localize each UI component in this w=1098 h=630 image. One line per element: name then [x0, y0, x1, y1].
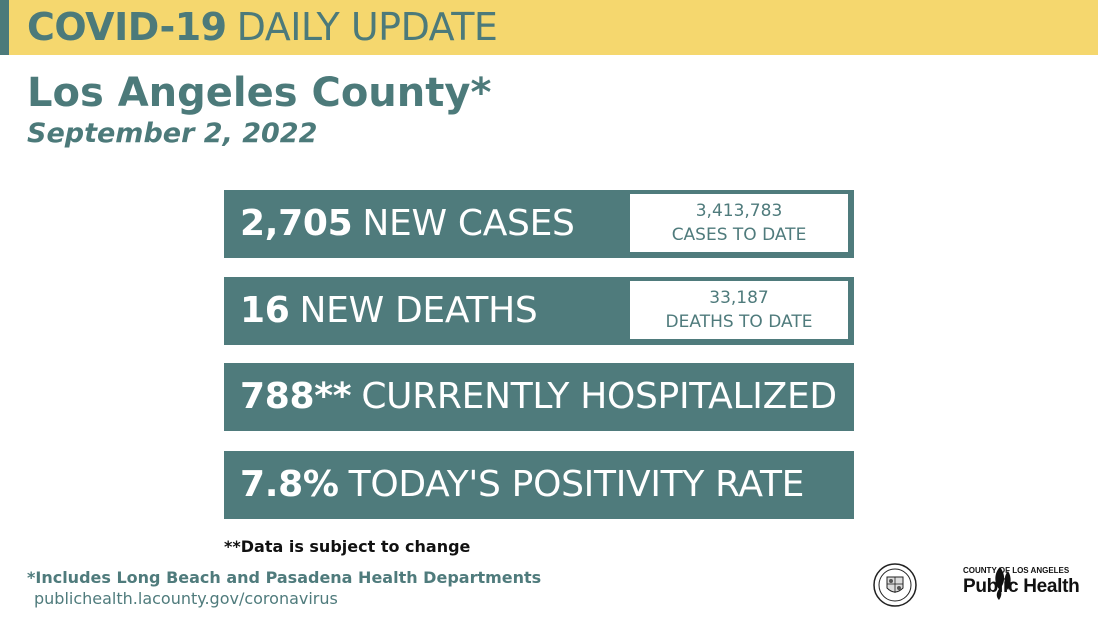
- stat-main: 2,705 NEW CASES: [240, 190, 575, 258]
- title-light: DAILY UPDATE: [236, 5, 498, 49]
- header-banner: [0, 0, 1098, 55]
- stat-label: TODAY'S POSITIVITY RATE: [348, 464, 805, 505]
- stat-new-cases: 2,705 NEW CASES 3,413,783 CASES TO DATE: [224, 190, 854, 258]
- banner-accent: [0, 0, 9, 55]
- stat-value: 16: [240, 290, 290, 331]
- location-heading: Los Angeles County*: [27, 70, 492, 116]
- total-label: DEATHS TO DATE: [665, 312, 813, 332]
- date-heading: September 2, 2022: [27, 118, 318, 149]
- logo-small-text: COUNTY OF LOS ANGELES: [963, 566, 1070, 575]
- stat-main: 7.8% TODAY'S POSITIVITY RATE: [240, 451, 804, 519]
- stat-label: NEW DEATHS: [299, 290, 538, 331]
- county-seal-icon: [873, 563, 917, 607]
- source-url[interactable]: publichealth.lacounty.gov/coronavirus: [34, 589, 338, 608]
- stat-main: 16 NEW DEATHS: [240, 277, 538, 345]
- total-value: 33,187: [709, 288, 769, 308]
- public-health-logo-icon: [995, 567, 1011, 600]
- page-title: COVID-19 DAILY UPDATE: [27, 2, 498, 54]
- logo-big-text: Public Health: [963, 576, 1080, 597]
- stat-value: 7.8%: [240, 464, 339, 505]
- cases-to-date-box: 3,413,783 CASES TO DATE: [630, 194, 848, 252]
- stat-value: 2,705: [240, 203, 353, 244]
- total-value: 3,413,783: [695, 201, 783, 221]
- total-label: CASES TO DATE: [671, 225, 807, 245]
- stat-positivity-rate: 7.8% TODAY'S POSITIVITY RATE: [224, 451, 854, 519]
- deaths-to-date-box: 33,187 DEATHS TO DATE: [630, 281, 848, 339]
- stat-hospitalized: 788** CURRENTLY HOSPITALIZED: [224, 363, 854, 431]
- stat-value: 788**: [240, 376, 352, 417]
- data-disclaimer: **Data is subject to change: [224, 537, 471, 556]
- footnote: *Includes Long Beach and Pasadena Health…: [27, 568, 542, 587]
- stat-new-deaths: 16 NEW DEATHS 33,187 DEATHS TO DATE: [224, 277, 854, 345]
- title-bold: COVID-19: [27, 5, 227, 49]
- stat-label: CURRENTLY HOSPITALIZED: [361, 376, 837, 417]
- stat-main: 788** CURRENTLY HOSPITALIZED: [240, 363, 837, 431]
- stat-label: NEW CASES: [362, 203, 575, 244]
